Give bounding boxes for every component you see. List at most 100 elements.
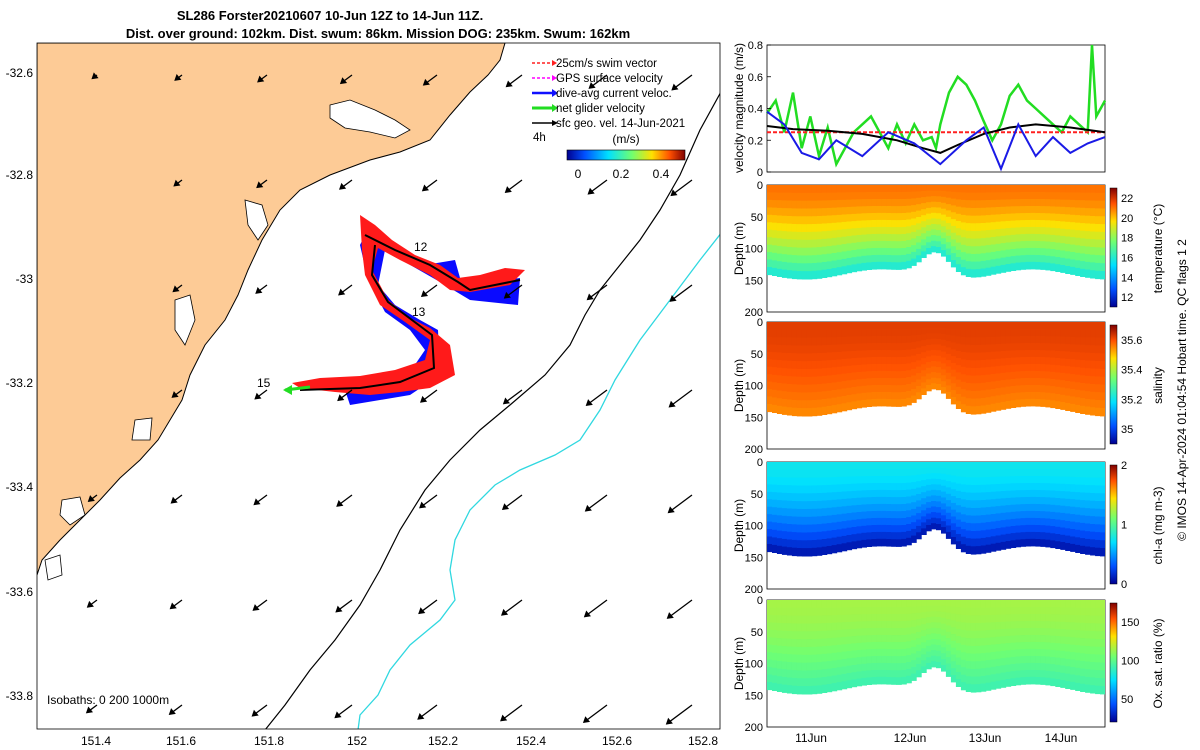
oxygen-cell	[995, 629, 1002, 638]
chl-a-cell	[816, 500, 823, 510]
salinity-cell	[776, 375, 783, 384]
temperature-cell	[891, 192, 897, 200]
salinity-cell	[1055, 379, 1061, 388]
geo-velocity-arrow-head	[583, 610, 591, 618]
oxygen-cell	[886, 656, 892, 664]
oxygen-cell	[826, 630, 833, 639]
oxygen-cell	[1040, 656, 1046, 664]
salinity-cell	[891, 385, 897, 393]
oxygen-cell	[921, 642, 927, 649]
oxygen-cell	[931, 661, 937, 668]
chl-a-cell	[886, 504, 892, 512]
temperature-cell	[786, 239, 793, 248]
temperature-cell	[990, 192, 997, 201]
oxygen-cell	[851, 628, 858, 637]
oxygen-cell	[801, 639, 808, 648]
salinity-cell	[881, 356, 887, 365]
chl-a-cell	[876, 517, 882, 526]
chl-a-cell	[975, 523, 982, 532]
salinity-cell	[1065, 380, 1071, 389]
chl-a-cell	[786, 462, 793, 471]
chl-a-cell	[772, 462, 778, 471]
salinity-cell	[781, 322, 788, 331]
temperature-cell	[975, 269, 982, 278]
oxygen-cell	[990, 644, 997, 653]
salinity-cell	[955, 358, 962, 366]
salinity-cell	[945, 341, 952, 349]
time-tick: 14Jun	[1045, 731, 1078, 745]
salinity-cell	[950, 335, 957, 343]
chl-a-cell	[861, 532, 867, 541]
salinity-cell	[841, 351, 848, 360]
oxygen-cell	[841, 600, 848, 608]
chl-a-cell	[851, 462, 858, 470]
salinity-cell	[916, 328, 922, 336]
chl-a-cell	[836, 491, 843, 500]
salinity-cell	[781, 360, 788, 369]
oxygen-cell	[1075, 660, 1081, 669]
salinity-cell	[960, 322, 967, 331]
oxygen-cell	[980, 683, 987, 692]
oxygen-cell	[861, 600, 867, 608]
oxygen-cell	[791, 607, 798, 617]
chl-a-cell	[990, 536, 997, 545]
temperature-cell	[975, 238, 982, 247]
chl-a-cell	[901, 518, 907, 526]
salinity-cell	[831, 344, 838, 353]
chl-a-cell	[1075, 499, 1081, 508]
salinity-cell	[1055, 394, 1061, 402]
chl-a-cell	[995, 542, 1002, 551]
salinity-cell	[1015, 336, 1022, 344]
chl-a-cell	[821, 515, 828, 525]
salinity-cell	[791, 329, 798, 339]
oxygen-cell	[836, 629, 843, 638]
chl-a-cell	[901, 483, 907, 491]
oxygen-cell	[851, 665, 858, 673]
temperature-cell	[975, 215, 982, 224]
oxygen-cell	[985, 660, 992, 669]
temperature-cell	[1055, 185, 1061, 193]
salinity-cell	[1100, 368, 1105, 378]
chl-a-cell	[786, 493, 793, 502]
oxygen-cell	[970, 615, 977, 624]
oxygen-cell	[975, 645, 982, 655]
oxygen-cell	[911, 646, 917, 655]
salinity-colorbar-tick: 35.6	[1121, 335, 1142, 347]
temperature-cell	[896, 206, 902, 214]
temperature-cell	[1075, 222, 1081, 231]
chl-a-cell	[776, 522, 783, 532]
temperature-cell	[990, 199, 997, 208]
oxygen-cell	[776, 615, 783, 624]
salinity-cell	[936, 338, 942, 346]
oxygen-cell	[881, 627, 887, 636]
geo-velocity-arrow-head	[173, 179, 181, 187]
temperature-cell	[985, 260, 992, 269]
oxygen-cell	[1085, 676, 1091, 686]
salinity-cell	[921, 382, 927, 389]
salinity-cell	[866, 357, 872, 365]
chl-a-cell	[936, 462, 942, 469]
oxygen-cell	[836, 667, 843, 676]
salinity-cell	[901, 364, 907, 372]
chl-a-cell	[781, 508, 788, 517]
temperature-cell	[1025, 206, 1032, 214]
temperature-cell	[1005, 192, 1012, 200]
salinity-cell	[926, 379, 932, 386]
temperature-cell	[960, 214, 967, 223]
oxygen-cell	[911, 660, 917, 668]
salinity-cell	[1030, 336, 1036, 344]
salinity-cell	[841, 381, 848, 390]
salinity-cell	[1000, 372, 1007, 381]
geo-velocity-arrow-head	[500, 608, 509, 616]
temperature-cell	[980, 223, 987, 232]
oxygen-cell	[876, 614, 882, 622]
chl-a-cell	[1015, 525, 1022, 534]
temperature-cell	[1020, 262, 1027, 270]
geo-velocity-arrow-head	[422, 78, 430, 86]
oxygen-cell	[871, 614, 877, 622]
oxygen-cell	[1015, 607, 1022, 615]
salinity-cell	[945, 391, 952, 399]
chl-a-cell	[1020, 490, 1027, 498]
chl-a-cell	[965, 545, 972, 554]
chl-a-cell	[906, 537, 912, 546]
